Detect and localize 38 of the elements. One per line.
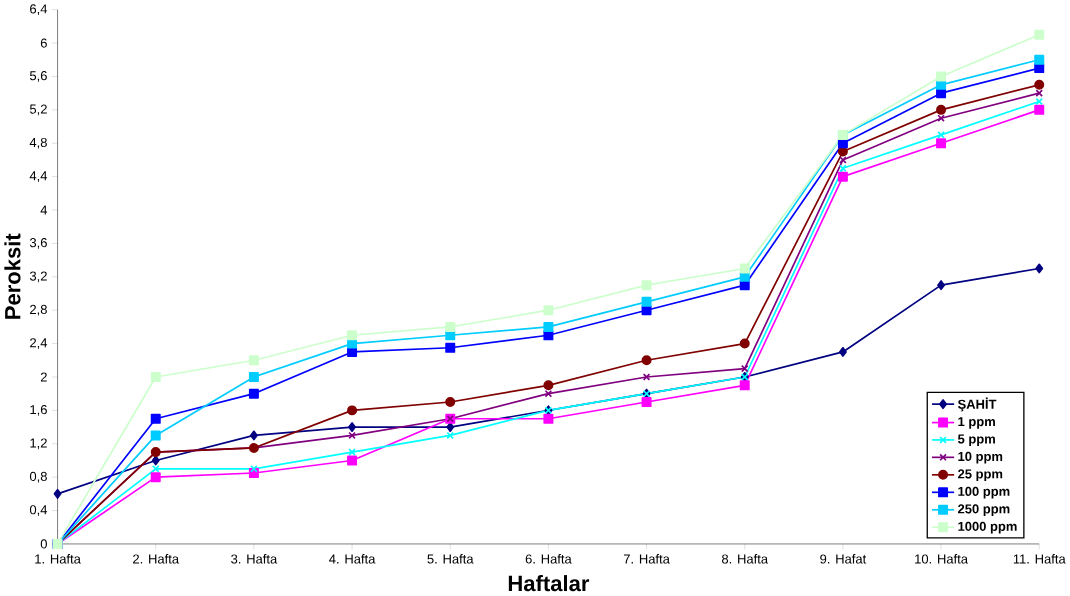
- y-tick-label: 5,2: [29, 104, 47, 116]
- y-tick-label: 1,6: [30, 405, 47, 416]
- y-axis-title: Peroksit: [4, 233, 21, 320]
- x-tick-label: 9. Hafat: [820, 554, 867, 564]
- x-tick-label: 11. Hafta: [1013, 554, 1066, 564]
- y-tick-label: 5,6: [29, 71, 47, 83]
- x-axis-title: Haftalar: [508, 575, 590, 592]
- y-tick-label: 0,4: [29, 505, 48, 517]
- y-tick-label: 1,2: [30, 438, 47, 450]
- y-tick-label: 2,4: [30, 338, 48, 350]
- legend-label: 5 ppm: [957, 434, 995, 447]
- y-tick-label: 4,8: [29, 138, 47, 149]
- x-tick-label: 4. Hafta: [329, 554, 376, 564]
- x-tick-label: 8. Hafta: [722, 554, 769, 564]
- y-tick-label: 0: [40, 539, 47, 549]
- x-tick-label: 7. Hafta: [623, 554, 670, 564]
- y-tick-label: 3,6: [29, 238, 47, 249]
- y-tick-label: 2: [40, 372, 47, 382]
- legend-label: ŞAHİT: [957, 397, 997, 412]
- y-tick-label: 4,4: [29, 171, 48, 183]
- y-tick-label: 6,4: [30, 4, 48, 16]
- x-tick-label: 6. Hafta: [525, 554, 572, 564]
- y-tick-label: 6: [40, 38, 47, 48]
- y-tick-label: 3,2: [29, 271, 47, 283]
- x-tick-label: 3. Hafta: [231, 554, 278, 564]
- x-tick-label: 10. Hafta: [915, 554, 968, 564]
- x-tick-label: 1. Hafta: [35, 554, 81, 564]
- legend-label: 1000 ppm: [958, 521, 1017, 534]
- legend-label: 25 ppm: [958, 469, 1003, 482]
- y-tick-label: 0,8: [29, 472, 47, 483]
- x-tick-label: 2. Hafta: [133, 554, 180, 564]
- y-tick-label: 4: [40, 205, 48, 215]
- legend-label: 250 ppm: [958, 504, 1010, 517]
- legend-label: 100 ppm: [958, 487, 1010, 499]
- legend-label: 10 ppm: [958, 452, 1003, 464]
- x-tick-label: 5. Hafta: [427, 554, 474, 564]
- y-tick-label: 2,8: [30, 305, 47, 316]
- legend-label: 1 ppm: [958, 417, 995, 429]
